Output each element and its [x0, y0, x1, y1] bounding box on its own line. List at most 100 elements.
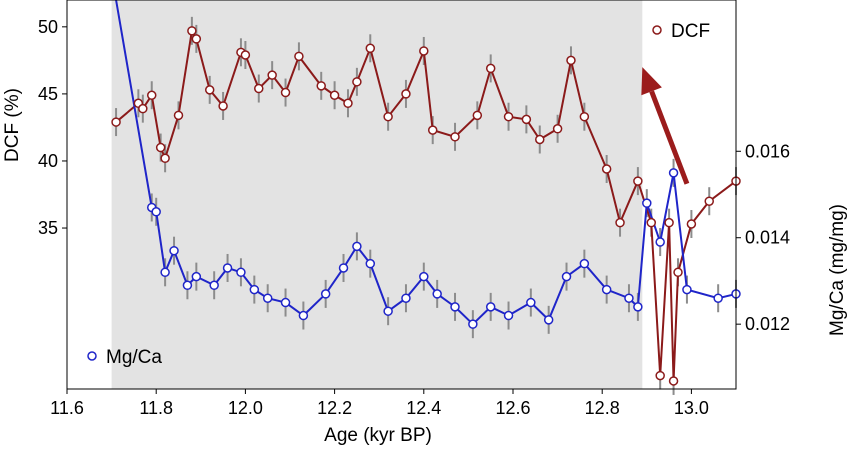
dcf-point	[485, 63, 496, 74]
dcf-point	[566, 55, 576, 66]
mg-ca-point	[503, 310, 514, 321]
dcf-point	[535, 134, 545, 145]
dcf-point	[633, 176, 643, 186]
dcf-point	[316, 81, 326, 91]
dcf-point	[601, 164, 612, 174]
y-right-axis-label: Mg/Ca (mg/mg)	[827, 204, 848, 336]
mg-ca-point	[526, 297, 536, 308]
mg-ca-point	[713, 293, 723, 303]
dcf-point	[218, 101, 228, 111]
mg-ca-point	[601, 284, 612, 295]
mg-ca-point	[668, 168, 679, 178]
trend-arrow	[641, 67, 690, 185]
dcf-point	[419, 46, 429, 56]
mg-ca-point	[450, 302, 460, 312]
dcf-point	[173, 110, 184, 121]
dcf-point	[664, 217, 674, 228]
legend-marker-mg-ca	[87, 351, 97, 361]
dcf-point	[668, 376, 679, 386]
y-right-axis-ticks: 0.016 0.014 0.012	[736, 141, 790, 334]
mg-ca-point	[298, 310, 309, 321]
mg-ca-point	[655, 237, 665, 247]
dcf-point	[191, 34, 202, 44]
mg-ca-point	[432, 289, 442, 299]
legend-label-dcf: DCF	[671, 21, 710, 42]
y-left-tick-label: 40	[38, 151, 58, 171]
dcf-point	[267, 70, 277, 80]
dcf-point	[521, 114, 532, 125]
mg-ca-point	[642, 198, 652, 208]
dcf-point	[352, 77, 362, 87]
x-tick-label: 12.6	[495, 398, 530, 418]
mg-ca-point	[682, 284, 692, 295]
dcf-point	[673, 267, 683, 278]
arrow-shaft	[649, 90, 690, 185]
dcf-point	[187, 26, 197, 36]
mg-ca-point	[182, 280, 193, 291]
dcf-point	[204, 85, 215, 95]
mg-ca-point	[236, 267, 246, 278]
mg-ca-point	[191, 271, 202, 282]
dcf-point	[111, 117, 121, 127]
mg-ca-point	[320, 289, 331, 299]
mg-ca-point	[485, 302, 496, 312]
dcf-point	[655, 370, 665, 381]
dcf-point	[254, 83, 264, 94]
mg-ca-point	[209, 280, 219, 291]
dcf-point	[329, 90, 340, 100]
x-tick-label: 13.0	[674, 398, 709, 418]
dcf-point	[365, 43, 376, 54]
y-left-axis-label: DCF (%)	[2, 88, 23, 162]
y-left-axis-ticks: 50 45 40 35	[38, 17, 67, 238]
arrow-head	[641, 67, 662, 96]
dcf-point	[427, 125, 438, 135]
dcf-point	[280, 87, 291, 98]
dcf-point	[155, 142, 166, 153]
mg-ca-point	[249, 284, 260, 295]
dcf-point	[704, 196, 714, 206]
shaded-interval	[111, 0, 643, 389]
legend-label-mg-ca: Mg/Ca	[106, 347, 162, 368]
plot-frame	[66, 0, 737, 390]
mg-ca-point	[543, 315, 554, 325]
x-tick-label: 11.8	[139, 398, 173, 418]
dcf-point	[146, 90, 157, 100]
mg-ca-point	[151, 207, 161, 217]
x-axis-label: Age (kyr BP)	[324, 425, 432, 446]
dcf-point	[450, 132, 460, 142]
x-tick-label: 12.8	[585, 398, 620, 418]
legend-marker-dcf	[652, 25, 662, 35]
x-tick-label: 11.6	[50, 398, 84, 418]
mg-ca-point	[280, 297, 291, 308]
mg-ca-point	[262, 293, 273, 303]
y-right-tick-label: 0.014	[745, 228, 790, 248]
mg-ca-point	[561, 271, 572, 282]
mg-ca-point	[419, 271, 429, 282]
mg-ca-point	[365, 258, 376, 269]
mg-ca-point	[468, 319, 478, 329]
dcf-point	[503, 111, 514, 122]
dcf-point	[240, 50, 251, 60]
x-tick-label: 12.4	[406, 398, 441, 418]
dcf-point	[552, 124, 563, 134]
y-right-tick-label: 0.012	[745, 314, 790, 334]
legend: DCF Mg/Ca	[87, 21, 710, 368]
mg-ca-point	[624, 293, 634, 303]
x-tick-label: 12.2	[317, 398, 352, 418]
mg-ca-point	[160, 267, 170, 278]
mg-ca-point	[633, 302, 643, 312]
x-tick-label: 12.0	[228, 398, 263, 418]
mg-ca-point	[222, 263, 233, 273]
series-markers	[111, 26, 741, 386]
dcf-point	[472, 110, 483, 121]
mg-ca-point	[401, 293, 411, 303]
dcf-point	[646, 217, 657, 228]
mg-ca-point	[352, 241, 362, 252]
y-left-tick-label: 35	[38, 218, 58, 238]
dcf-point	[383, 111, 393, 122]
mg-ca-point	[338, 263, 349, 273]
dcf-point	[294, 51, 304, 62]
dcf-point	[343, 98, 353, 109]
